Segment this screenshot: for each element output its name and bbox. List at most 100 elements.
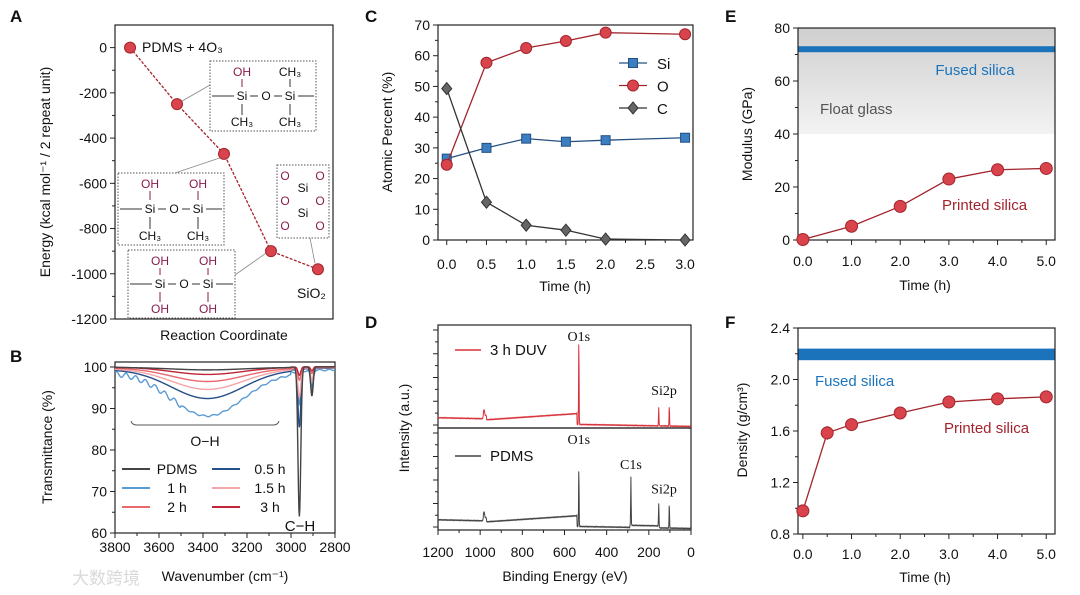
x-tick-label: 3000 [275,539,306,555]
plot-frame [437,427,692,531]
chem-group: OH [233,65,251,79]
chem-group: OH [141,177,159,191]
y-tick-label: 80 [774,20,790,36]
data-point-o [599,26,612,39]
data-point-si [600,135,611,146]
atom-bg [166,200,182,214]
float-glass-label: Float glass [820,101,893,118]
x-tick-label: 3.0 [675,256,695,272]
chem-group: CH₃ [279,65,301,79]
energy-point [311,263,324,276]
y-tick-label: -200 [79,85,107,101]
x-tick-label: 3.0 [939,253,959,269]
printed-silica-label: Printed silica [944,420,1030,437]
atom: O [179,277,188,291]
legend-label: 1 h [167,480,186,496]
x-tick-label: 0.0 [793,253,813,269]
silicon-atom: Si [298,206,309,220]
leader-line [234,252,267,276]
series-line-c [446,88,686,241]
x-tick-label: 2800 [319,539,350,555]
structure-2: OH OH CH₃ CH₃ Si O Si [117,172,225,246]
x-tick-label: 3400 [187,539,218,555]
x-tick-label: 2.5 [636,256,656,272]
modulus-point [942,172,956,186]
atom-bg [258,87,274,101]
ftir-series-1 [115,367,335,428]
data-point-si [560,136,571,147]
annotation-ch: C−H [285,518,315,535]
atom: O [169,202,178,216]
modulus-point [796,232,810,246]
x-tick-label: 0.0 [437,256,457,272]
x-tick-label: 5.0 [1037,253,1057,269]
atom: O [261,89,270,103]
density-point [820,426,834,440]
chem-group: CH₃ [231,115,253,129]
modulus-point [845,219,859,233]
modulus-line [802,167,1047,241]
density-point [942,395,956,409]
legend-marker [627,79,639,92]
structure-1: OH CH₃ CH₃ CH₃ Si O Si [209,60,317,132]
density-line [802,396,1047,512]
legend-label: PDMS [490,448,533,465]
atom: Si [145,202,156,216]
structure-box [276,164,330,239]
y-tick-label: -1000 [71,266,107,282]
x-tick-label: 600 [553,544,577,560]
y-tick-label: -1200 [71,311,107,327]
density-point [991,392,1005,406]
panel-f-density-chart: 0.8 1.2 1.6 2.0 2.4 0.0 1.0 2.0 3.0 4.0 5.0 Density… [734,320,1056,585]
oxygen-atom: O [280,194,289,208]
y-axis-label: Transmittance (%) [39,390,55,504]
legend-label: O [657,79,669,96]
x-axis-label: Binding Energy (eV) [502,568,627,584]
y-axis-label: Modulus (GPa) [739,87,755,181]
leader-line [181,84,211,102]
peak-label: O1s [568,433,591,448]
y-tick-label: 0 [422,232,430,248]
panel-label-e: E [725,7,736,26]
x-tick-label: 1.5 [556,256,576,272]
float-glass-band [798,28,1055,134]
y-tick-label: 2.0 [771,372,791,388]
y-axis-label: Energy (kcal mol⁻¹ / 2 repeat unit) [37,67,53,277]
x-tick-label: 5.0 [1037,546,1057,562]
atom: Si [155,277,166,291]
y-axis-label: Atomic Percent (%) [379,72,395,193]
y-tick-label: 60 [774,73,790,89]
leader-line [174,157,221,174]
atom-bg [152,275,168,289]
ftir-series-4 [115,366,335,383]
silicon-atom: Si [298,181,309,195]
data-point-c [480,195,493,210]
energy-point [124,41,137,54]
x-tick-label: 1000 [465,544,496,560]
density-point [893,406,907,420]
atom-bg [234,87,250,101]
x-axis-label: Reaction Coordinate [160,327,288,343]
watermark: 大数跨境 [72,569,140,588]
x-tick-label: 1200 [422,544,453,560]
x-tick-label: 1.0 [842,253,862,269]
chem-group: CH₃ [187,229,209,243]
y-tick-label: 90 [91,400,107,416]
peak-label: Si2p [651,482,677,497]
data-point-o [440,158,453,171]
xps-spectrum-0 [437,344,692,428]
atom-bg [142,200,158,214]
legend-label: Si [657,56,670,73]
data-point-o [559,34,572,47]
panel-d-xps-chart: 1200 1000 800 600 400 200 0 Intensity (a.u.) Bin… [396,324,695,584]
x-axis-label: Time (h) [899,569,951,585]
data-point-si [521,133,532,144]
data-point-o [520,42,533,55]
peak-label: C1s [620,458,642,473]
density-point [796,504,810,518]
printed-silica-label: Printed silica [942,197,1028,214]
chem-group: CH₃ [279,115,301,129]
atom: Si [203,277,214,291]
